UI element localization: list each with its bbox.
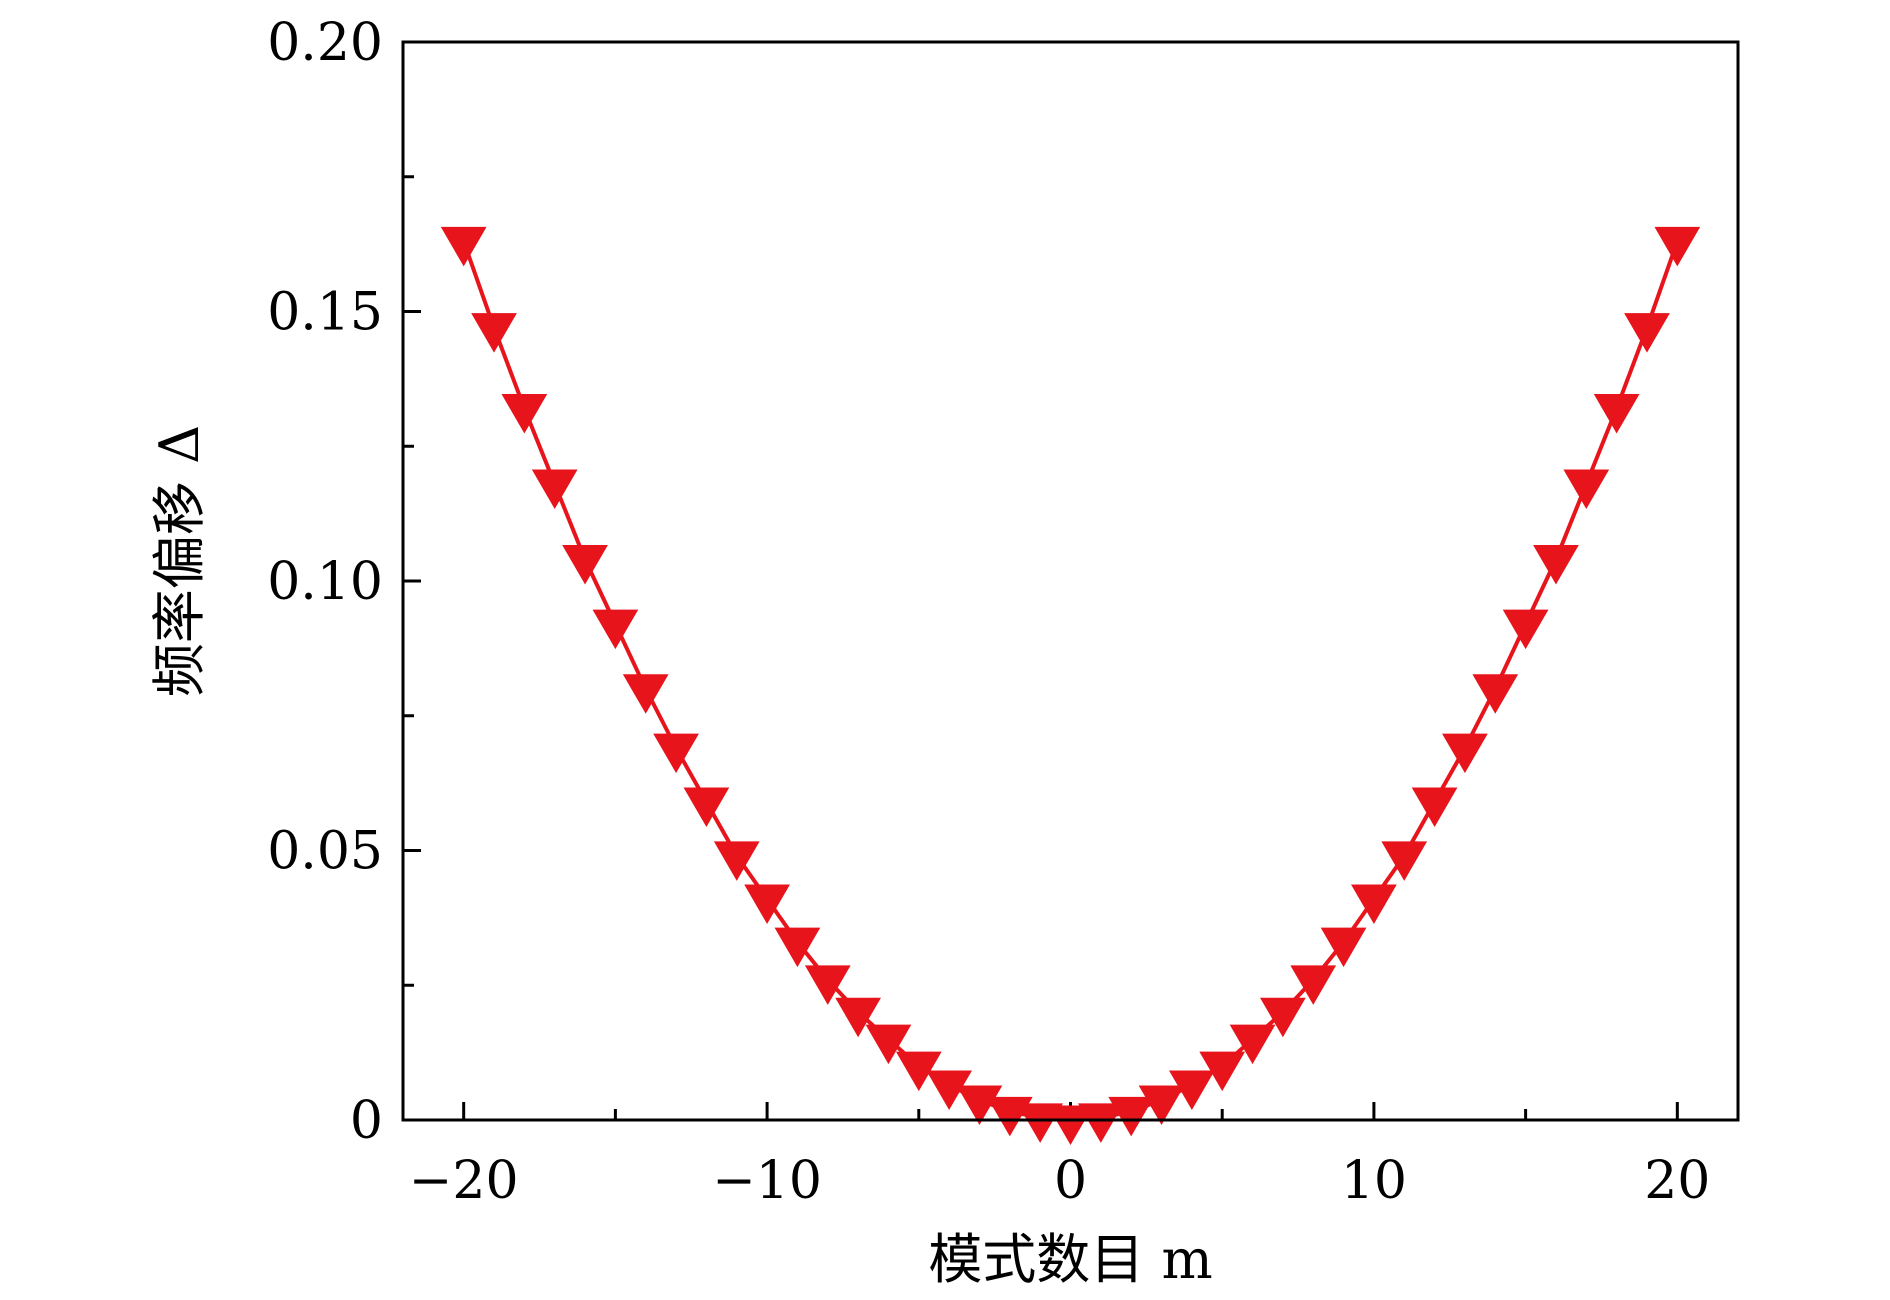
data-point-marker [865, 1024, 912, 1065]
data-point-marker [501, 394, 548, 434]
data-point-marker [1472, 674, 1519, 714]
x-tick-label: 10 [1341, 1151, 1407, 1211]
x-tick-label: 0 [1054, 1151, 1087, 1211]
data-point-marker [531, 469, 578, 509]
data-point-marker [1351, 884, 1397, 925]
data-point-marker [1290, 965, 1337, 1005]
series-group [440, 226, 1701, 1145]
data-point-marker [835, 997, 881, 1038]
y-tick-label: 0.15 [267, 283, 383, 343]
data-point-marker [1442, 733, 1488, 774]
data-point-marker [622, 674, 669, 714]
data-point-marker [1593, 394, 1640, 434]
x-tick-label: −10 [712, 1151, 822, 1211]
data-point-marker [1199, 1051, 1246, 1092]
data-point-marker [1229, 1024, 1276, 1065]
data-point-marker [1168, 1070, 1215, 1110]
data-point-marker [683, 787, 730, 827]
x-axis-label: 模式数目 m [928, 1228, 1212, 1291]
data-point-marker [1260, 997, 1306, 1038]
data-point-marker [653, 733, 699, 774]
data-point-marker [1624, 313, 1670, 353]
x-tick-label: 20 [1644, 1151, 1710, 1211]
data-point-marker [592, 609, 639, 650]
y-tick-label: 0.20 [267, 13, 383, 73]
data-point-marker [1077, 1103, 1124, 1143]
data-point-marker [744, 884, 790, 925]
data-point-marker [956, 1085, 1003, 1126]
data-point-marker [1502, 609, 1549, 650]
data-point-marker [1411, 787, 1458, 827]
data-point-marker [713, 841, 760, 881]
data-point-marker [471, 313, 517, 353]
data-point-marker [562, 544, 608, 585]
data-point-marker [1017, 1103, 1064, 1143]
data-point-marker [804, 965, 851, 1005]
tick-labels: −20 −10 0 10 20 0 0.05 0.10 0.15 0.20 [267, 13, 1710, 1211]
x-tick-label: −20 [409, 1151, 519, 1211]
y-tick-label: 0.10 [267, 552, 383, 612]
y-axis-label: 频率偏移 Δ [148, 425, 211, 697]
data-point-marker [1138, 1085, 1185, 1126]
data-point-marker [1563, 469, 1610, 509]
y-tick-label: 0.05 [267, 822, 383, 882]
data-point-marker [774, 927, 821, 968]
data-point-marker [1533, 544, 1579, 585]
data-point-marker [1108, 1096, 1155, 1137]
data-point-marker [1654, 226, 1701, 267]
data-point-marker [1381, 841, 1428, 881]
data-point-marker [1320, 927, 1367, 968]
data-point-marker [440, 226, 487, 267]
plot-frame [401, 40, 1740, 1122]
data-point-marker [1047, 1105, 1094, 1145]
y-tick-label: 0 [350, 1091, 383, 1151]
